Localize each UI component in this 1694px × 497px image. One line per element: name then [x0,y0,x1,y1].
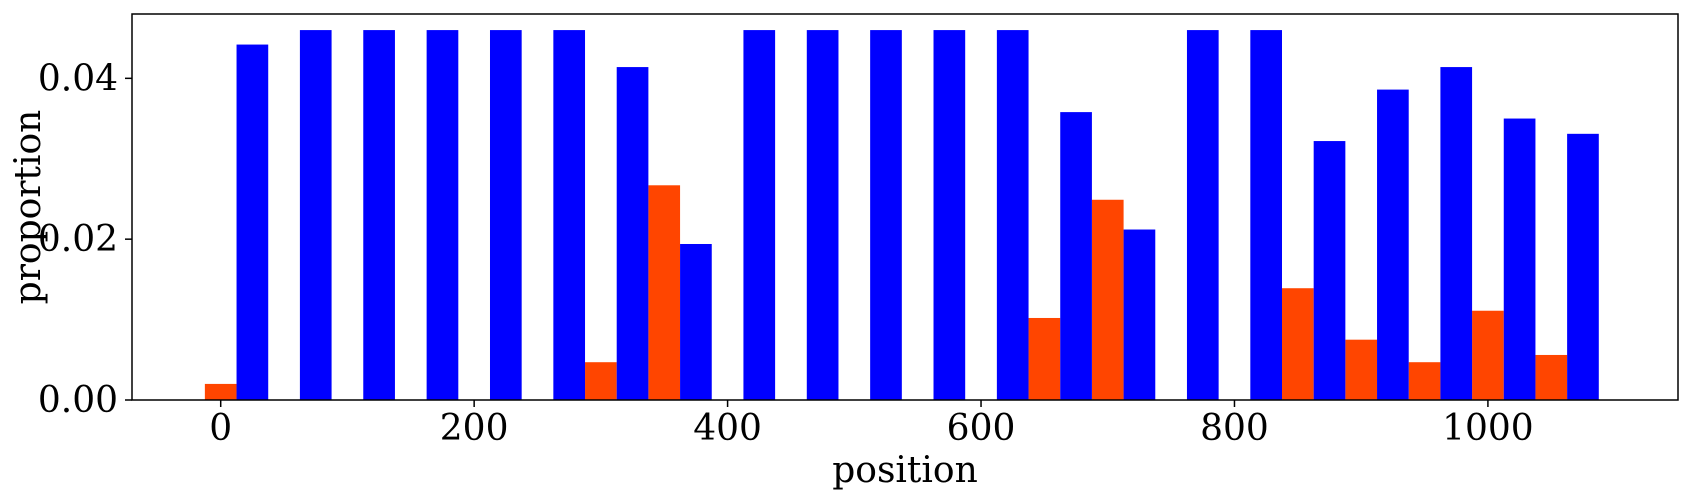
bar-series2-x125 [363,30,395,400]
bar-series2-x825 [1250,30,1282,400]
bar-series2-x475 [806,30,839,400]
bar-series2-x625 [996,30,1029,400]
bar-series2-x1025 [1503,118,1536,401]
x-tick-label: 1000 [1442,408,1534,449]
bar-series1-x350 [648,185,681,400]
bar-series2-x75 [299,30,332,400]
bar-series2-x175 [426,30,459,400]
bar-series1-x300 [585,362,617,400]
bar-series2-x1075 [1567,133,1599,400]
y-tick-label: 0.04 [38,58,118,99]
x-tick-label: 0 [209,408,232,449]
bar-series2-x975 [1440,67,1473,400]
y-axis-label: proportion [8,110,49,305]
y-axis-ticks: 0.00 0.02 0.04 [38,58,132,421]
bar-series2-x25 [236,44,269,400]
y-tick-label: 0.00 [38,380,118,421]
plot-frame [131,13,1679,401]
bars-layer [204,30,1599,401]
x-tick-label: 400 [693,408,762,449]
bar-series1-x1050 [1535,354,1568,400]
bar-series1-x700 [1091,199,1124,400]
x-axis-label: position [832,450,978,491]
bar-series2-x225 [489,30,522,400]
bar-series2-x375 [680,243,712,400]
x-tick-label: 200 [440,408,509,449]
bar-series1-x0 [204,383,237,400]
bar-series2-x275 [553,30,586,400]
bar-series2-x325 [616,67,649,400]
x-axis-ticks: 0 200 400 600 800 1000 [209,400,1534,449]
y-tick-label: 0.02 [38,219,118,260]
bar-series1-x1000 [1472,310,1504,400]
bar-series2-x675 [1060,112,1092,400]
bar-series1-x850 [1281,288,1314,400]
bar-series1-x650 [1028,317,1061,400]
bar-series2-x575 [933,30,966,400]
bar-series1-x900 [1345,339,1378,400]
bar-series2-x425 [743,30,776,400]
bar-series2-x875 [1313,141,1346,400]
bar-series2-x725 [1123,229,1156,400]
bar-series2-x525 [870,30,902,400]
x-tick-label: 600 [947,408,1016,449]
bar-series2-x925 [1377,89,1409,400]
bar-series1-x950 [1408,362,1441,400]
bar-series2-x775 [1186,30,1219,400]
x-tick-label: 800 [1200,408,1269,449]
